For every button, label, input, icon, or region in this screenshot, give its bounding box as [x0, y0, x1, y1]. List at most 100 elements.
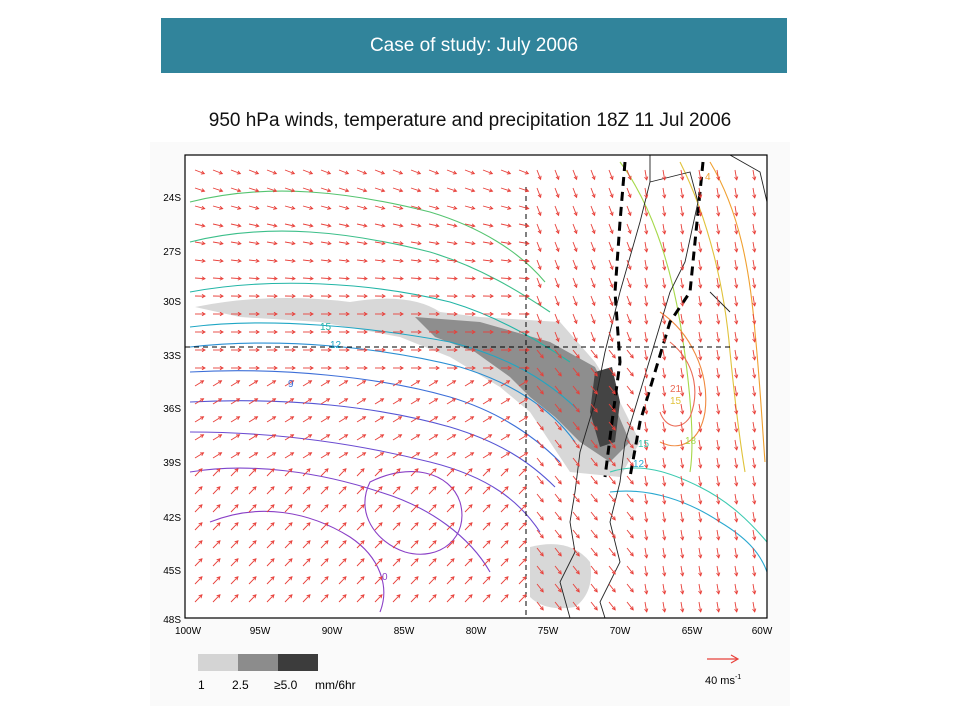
- wind-arrowhead: [644, 338, 649, 343]
- wind-arrowhead: [218, 170, 224, 175]
- wind-arrow: [338, 486, 347, 495]
- wind-arrowhead: [345, 241, 350, 246]
- wind-arrowhead: [629, 354, 634, 359]
- wind-arrowhead: [435, 276, 440, 281]
- wind-arrow: [248, 558, 257, 567]
- wind-arrowhead: [698, 284, 703, 289]
- wind-arrow: [572, 241, 578, 252]
- wind-arrowhead: [254, 398, 259, 403]
- wind-arrowhead: [662, 266, 667, 271]
- wind-arrowhead: [734, 608, 739, 613]
- wind-arrowhead: [593, 552, 598, 557]
- wind-arrowhead: [557, 408, 562, 413]
- wind-arrow: [194, 558, 203, 567]
- wind-arrowhead: [593, 606, 598, 611]
- wind-arrow: [626, 313, 632, 324]
- wind-arrowhead: [506, 380, 511, 385]
- wind-arrow: [734, 547, 738, 558]
- wind-arrow: [302, 522, 311, 531]
- wind-arrow: [500, 486, 509, 495]
- wind-arrow: [662, 583, 666, 594]
- wind-arrowhead: [609, 229, 614, 235]
- wind-arrow: [284, 434, 294, 441]
- wind-arrowhead: [414, 594, 419, 599]
- wind-arrow: [608, 385, 616, 395]
- wind-arrow: [266, 486, 275, 495]
- wind-arrow: [212, 540, 221, 549]
- wind-arrowhead: [716, 356, 721, 361]
- wind-arrow: [194, 486, 203, 495]
- wind-arrowhead: [734, 536, 739, 541]
- wind-arrow: [248, 241, 259, 245]
- wind-arrow: [428, 504, 437, 513]
- wind-arrow: [374, 434, 384, 441]
- wind-arrowhead: [288, 558, 293, 563]
- wind-arrowhead: [734, 248, 739, 253]
- wind-arrowhead: [273, 347, 278, 353]
- wind-arrowhead: [609, 193, 614, 199]
- wind-arrow: [284, 169, 295, 175]
- wind-arrowhead: [537, 337, 542, 343]
- wind-arrowhead: [218, 398, 223, 403]
- wind-arrowhead: [237, 276, 242, 281]
- wind-arrowhead: [216, 504, 221, 509]
- wind-arrowhead: [734, 194, 739, 199]
- wind-arrowhead: [557, 552, 562, 557]
- wind-arrowhead: [252, 594, 257, 599]
- wind-arrow: [356, 576, 365, 585]
- wind-arrowhead: [662, 500, 667, 505]
- wind-arrow: [626, 259, 632, 270]
- lon-tick-label: 60W: [752, 626, 773, 637]
- wind-arrowhead: [327, 258, 332, 263]
- wind-arrowhead: [471, 311, 476, 317]
- wind-arrowhead: [342, 504, 347, 509]
- wind-arrow: [212, 416, 222, 423]
- wind-arrow: [680, 421, 684, 432]
- wind-arrow: [284, 259, 295, 262]
- wind-arrow: [680, 241, 684, 252]
- wind-arrowhead: [398, 380, 403, 385]
- wind-arrow: [464, 504, 473, 513]
- wind-arrow: [428, 169, 439, 175]
- wind-arrowhead: [525, 276, 530, 281]
- wind-arrow: [284, 452, 294, 459]
- wind-arrowhead: [434, 434, 439, 439]
- wind-arrowhead: [716, 302, 721, 307]
- wind-arrow: [230, 540, 239, 549]
- wind-arrowhead: [573, 283, 578, 289]
- wind-arrow: [716, 583, 720, 594]
- wind-arrowhead: [489, 276, 494, 281]
- wind-arrowhead: [362, 452, 367, 457]
- lat-tick-label: 42S: [163, 513, 181, 524]
- wind-arrowhead: [627, 175, 632, 181]
- legend-label: 2.5: [232, 678, 249, 692]
- wind-vectors: [194, 169, 757, 613]
- wind-arrowhead: [396, 594, 401, 599]
- wind-arrow: [266, 277, 278, 280]
- wind-arrowhead: [716, 320, 721, 325]
- wind-arrowhead: [573, 265, 578, 271]
- wind-arrow: [266, 169, 277, 175]
- wind-arrow: [716, 601, 720, 612]
- wind-arrow: [302, 187, 313, 192]
- wind-arrowhead: [471, 365, 476, 371]
- wind-arrowhead: [378, 504, 383, 509]
- wind-arrow: [644, 277, 648, 288]
- wind-arrowhead: [486, 504, 491, 509]
- wind-arrow: [500, 540, 509, 549]
- wind-arrow: [302, 540, 311, 549]
- wind-arrow: [752, 169, 756, 180]
- wind-arrow: [464, 416, 474, 423]
- wind-arrow: [464, 486, 473, 495]
- wind-arrow: [428, 241, 439, 245]
- wind-arrowhead: [417, 347, 422, 353]
- wind-arrowhead: [342, 540, 347, 545]
- wind-arrow: [482, 398, 492, 405]
- wind-arrowhead: [557, 606, 562, 611]
- wind-arrowhead: [525, 294, 530, 299]
- wind-arrow: [482, 187, 493, 192]
- wind-arrowhead: [234, 468, 239, 473]
- wind-arrowhead: [627, 265, 632, 271]
- wind-arrow: [392, 504, 401, 513]
- wind-arrow: [500, 522, 509, 531]
